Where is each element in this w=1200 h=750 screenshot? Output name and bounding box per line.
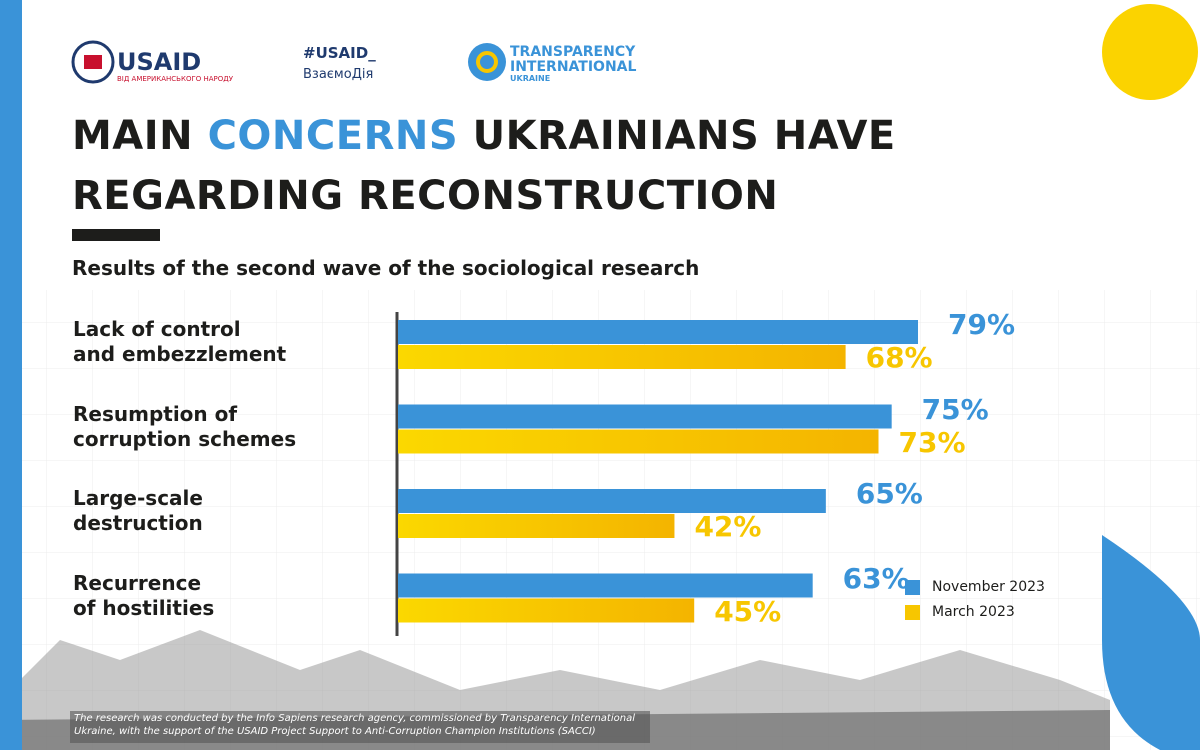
bar (398, 404, 892, 429)
chart-title: MAIN CONCERNS UKRAINIANS HAVE REGARDING R… (72, 106, 896, 226)
ti-logo-circle (468, 43, 506, 81)
legend-label: March 2023 (932, 604, 1015, 620)
bars (398, 320, 920, 623)
value-label: 65% (855, 477, 923, 510)
bar (398, 345, 846, 369)
blue-shape (1102, 535, 1200, 750)
hashtag-sub: ВзаємоДія (303, 67, 373, 82)
subtitle: Results of the second wave of the sociol… (72, 256, 700, 280)
bar (398, 489, 826, 513)
value-label: 42% (694, 510, 762, 543)
value-label: 45% (714, 594, 782, 628)
bar (398, 598, 695, 623)
left-stripe (0, 0, 22, 750)
value-label: 68% (865, 341, 933, 374)
category-label: Resumption of corruption schemes (73, 401, 297, 451)
hashtag: #USAID_ (303, 44, 376, 62)
usaid-sub: ВІД АМЕРИКАНСЬКОГО НАРОДУ (117, 75, 234, 83)
category-label: Large-scale destruction (73, 486, 203, 535)
value-label: 63% (842, 561, 910, 595)
value-label: 75% (921, 392, 989, 426)
bar (398, 514, 675, 538)
title-part: UKRAINIANS HAVE (472, 113, 896, 159)
bar (398, 429, 879, 454)
legend-label: November 2023 (932, 579, 1045, 595)
footnote-bg (70, 711, 650, 743)
bar (398, 573, 813, 598)
title-part: REGARDING RECONSTRUCTION (72, 173, 779, 219)
legend-swatch (905, 580, 920, 595)
footnote: The research was conducted by the Info S… (74, 713, 635, 737)
title-underline (72, 229, 160, 241)
bar (398, 320, 918, 344)
category-label: Recurrence of hostilities (73, 570, 215, 620)
ti-line2: INTERNATIONAL (510, 59, 636, 75)
ti-logo-ring (476, 51, 498, 73)
ti-line1: TRANSPARENCY (510, 44, 636, 60)
usaid-logo: USAID (117, 48, 201, 76)
category-label: Lack of control and embezzlement (73, 317, 287, 366)
title-highlight: CONCERNS (207, 113, 459, 159)
ti-line3: UKRAINE (510, 74, 550, 83)
value-label: 79% (948, 308, 1016, 341)
legend-swatch (905, 605, 920, 620)
yellow-circle (1102, 4, 1198, 100)
value-label: 73% (898, 425, 966, 459)
usaid-seal-flag (84, 55, 102, 69)
title-part: MAIN (72, 113, 194, 159)
